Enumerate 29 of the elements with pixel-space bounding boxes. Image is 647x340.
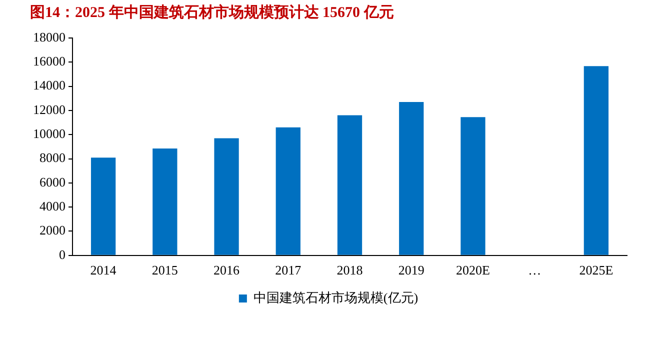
bar bbox=[584, 66, 609, 255]
x-tick-label: 2016 bbox=[214, 262, 240, 278]
bar bbox=[214, 138, 239, 255]
chart-title: 图14：2025 年中国建筑石材市场规模预计达 15670 亿元 bbox=[30, 2, 394, 21]
legend-label: 中国建筑石材市场规模(亿元) bbox=[253, 290, 418, 305]
y-tick-label: 0 bbox=[59, 246, 66, 262]
x-tick-label: 2018 bbox=[336, 262, 363, 278]
bar bbox=[90, 158, 116, 255]
y-tick-label: 12000 bbox=[33, 102, 66, 117]
x-tick-label: … bbox=[528, 262, 542, 278]
bar bbox=[152, 148, 178, 255]
x-tick-label: 2014 bbox=[90, 262, 117, 278]
y-tick-label: 8000 bbox=[40, 150, 66, 166]
bar bbox=[276, 127, 300, 255]
x-tick-label: 2019 bbox=[398, 262, 424, 278]
y-tick-label: 2000 bbox=[40, 222, 66, 238]
bar bbox=[460, 117, 486, 255]
y-tick-label: 16000 bbox=[33, 54, 66, 69]
y-tick-label: 10000 bbox=[33, 126, 66, 142]
x-tick-label: 2015 bbox=[152, 262, 178, 278]
y-tick-label: 4000 bbox=[40, 198, 66, 214]
y-tick-label: 6000 bbox=[40, 174, 66, 190]
x-tick-label: 2020E bbox=[456, 262, 490, 278]
x-tick-label: 2017 bbox=[275, 262, 302, 278]
bar bbox=[337, 115, 362, 255]
y-tick-label: 18000 bbox=[33, 29, 66, 44]
bar bbox=[399, 102, 424, 255]
x-tick-label: 2025E bbox=[579, 262, 614, 278]
y-tick-label: 14000 bbox=[33, 78, 66, 93]
